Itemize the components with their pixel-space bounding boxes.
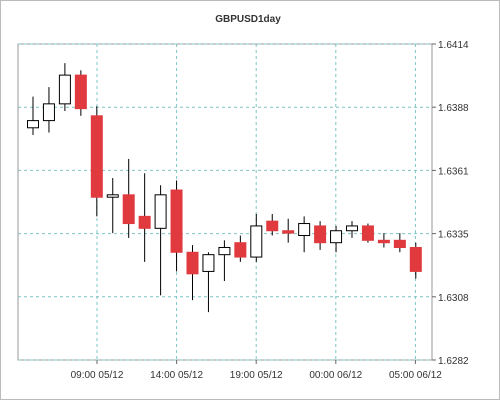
chart-title: GBPUSD1day [215,14,281,25]
candle [58,63,71,112]
candle-body-down [266,220,279,232]
y-tick-label: 1.6308 [438,293,469,304]
candle-body-up [218,246,231,256]
candle [346,221,358,238]
candle-body-up [298,223,311,237]
candle [409,242,422,279]
candle [90,106,103,217]
candle-body-down [170,189,183,253]
candle-body-down [138,215,151,229]
candle [377,233,390,248]
x-tick-label: 09:00 05/12 [71,370,124,381]
candle [361,223,374,243]
x-tick-label: 05:00 06/12 [389,370,442,381]
candle-body-up [154,194,167,229]
y-tick-label: 1.6282 [438,356,469,367]
candle [218,240,231,281]
candle-body-up [250,225,263,258]
candle-body-up [202,254,215,272]
plot-area [17,43,433,361]
candle [42,87,55,133]
candle [122,158,135,238]
x-tick-label: 00:00 06/12 [309,370,362,381]
candle-body-down [409,246,422,272]
candle-body-up [42,103,55,122]
candle [266,213,279,236]
candle [314,221,327,250]
candle [282,218,295,243]
candle [154,185,167,296]
candle [138,173,151,262]
candle-body-down [74,74,87,110]
candle-body-down [282,230,295,234]
y-tick-label: 1.6335 [438,230,469,241]
y-axis: 1.6414 1.6388 1.6361 1.6335 1.6308 1.6282 [432,40,469,367]
candle-body-up [27,120,39,129]
candle [27,96,39,135]
candle-body-down [314,225,327,244]
candle [170,180,183,272]
y-tick-label: 1.6388 [438,103,469,114]
candle [330,225,343,253]
x-tick-label: 19:00 05/12 [230,370,283,381]
candles [27,63,422,313]
candle-body-up [330,230,343,244]
y-tick-label: 1.6361 [438,166,469,177]
y-tick-label: 1.6414 [438,40,469,51]
candle [106,178,119,234]
candle-body-down [90,115,103,198]
candle-body-up [106,194,119,198]
x-tick-label: 14:00 05/12 [150,370,203,381]
candle [186,245,199,301]
candle [74,70,87,116]
candle-body-down [234,242,247,258]
candle-body-down [122,194,135,225]
candle [202,252,215,313]
candle-body-down [393,239,406,248]
candle-body-down [361,225,374,241]
candle [250,213,263,262]
candle [393,233,406,253]
candle-body-down [377,239,390,244]
candle-body-up [346,225,358,232]
candle [298,216,311,253]
candle-body-down [186,251,199,275]
candle-body-up [58,74,71,105]
x-axis: 09:00 05/12 14:00 05/12 19:00 05/12 00:00 0… [71,360,442,381]
candle [234,235,247,262]
